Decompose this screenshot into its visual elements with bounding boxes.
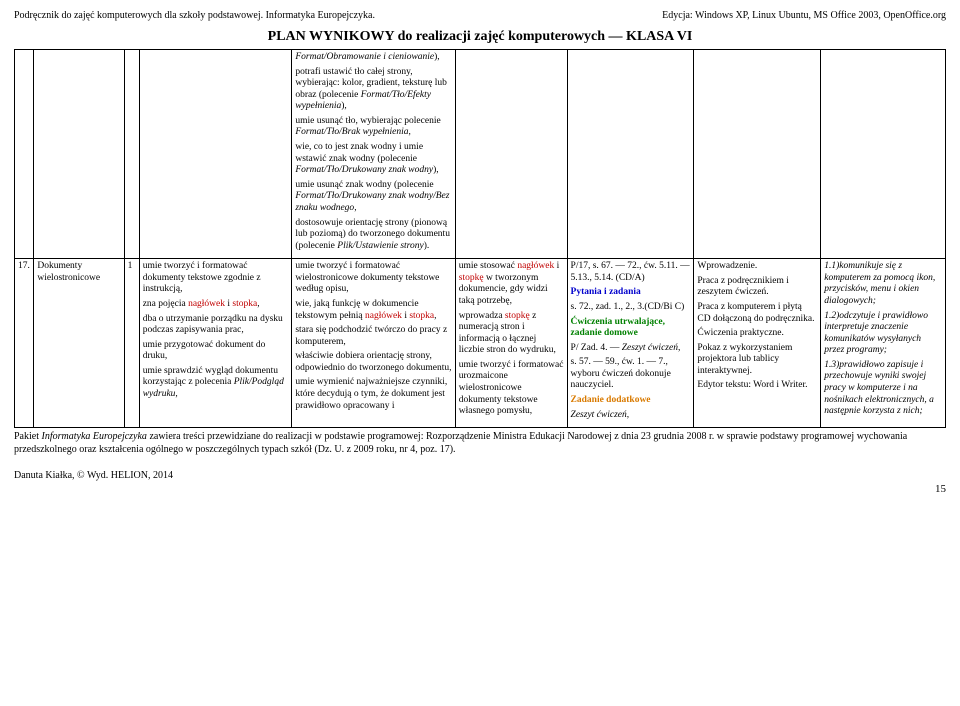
txt: 1.1) <box>824 261 839 271</box>
txt: odczytuje i prawidłowo interpretuje znac… <box>824 311 928 356</box>
cell-empty <box>34 50 124 259</box>
txt: Zeszyt ćwiczeń, <box>571 410 691 422</box>
txt: umie usunąć znak wodny (polecenie <box>295 180 433 190</box>
txt: Zeszyt ćwiczeń <box>622 343 678 353</box>
txt: umie wymienić najważniejsze czynniki, kt… <box>295 377 451 412</box>
txt: Wprowadzenie. <box>697 261 817 273</box>
txt: ), <box>434 52 440 62</box>
cell-methods: Wprowadzenie. Praca z podręcznikiem i ze… <box>694 259 821 428</box>
txt: umie przygotować dokument do druku, <box>143 340 289 363</box>
cell-empty <box>455 50 567 259</box>
txt: właściwie dobiera orientację strony, odp… <box>295 351 451 374</box>
txt: stopkę <box>459 273 484 283</box>
txt: umie usunąć tło, wybierając polecenie <box>295 116 440 126</box>
txt: Pokaz z wykorzystaniem projektora lub ta… <box>697 343 817 378</box>
txt: Pakiet <box>14 431 42 442</box>
cell-empty <box>139 50 292 259</box>
txt: Pytania i zadania <box>571 287 691 299</box>
txt: Format/Obramowanie i cieniowanie <box>295 52 434 62</box>
cell-empty <box>694 50 821 259</box>
cell-empty <box>124 50 139 259</box>
cell-extended-skills: umie tworzyć i formatować wielostronicow… <box>292 259 455 428</box>
txt: 1.3) <box>824 360 839 370</box>
txt: Format/Tło/Drukowany znak wodny <box>295 165 433 175</box>
plan-title: PLAN WYNIKOWY do realizacji zajęć komput… <box>14 29 946 45</box>
txt: Informatyka Europejczyka <box>42 431 147 442</box>
cell-hours: 1 <box>124 259 139 428</box>
txt: , <box>175 389 177 399</box>
txt: ). <box>424 241 430 251</box>
txt: umie tworzyć i formatować urozmaicone wi… <box>459 360 564 418</box>
cell-advanced-skills: umie stosować nagłówek i stopkę w tworzo… <box>455 259 567 428</box>
txt: ), <box>433 165 439 175</box>
txt: Ćwiczenia praktyczne. <box>697 328 817 340</box>
txt: zawiera treści przewidziane do realizacj… <box>14 431 907 455</box>
txt: stopka <box>232 299 257 309</box>
txt: wie, co to jest znak wodny i umie wstawi… <box>295 142 423 164</box>
txt: Praca z podręcznikiem i zeszytem ćwiczeń… <box>697 276 817 299</box>
cell-basic-skills: umie tworzyć i formatować dokumenty teks… <box>139 259 292 428</box>
cell-empty <box>567 50 694 259</box>
txt: Praca z komputerem i płytą CD dołączoną … <box>697 302 817 325</box>
header-right: Edycja: Windows XP, Linux Ubuntu, MS Off… <box>662 10 946 21</box>
txt: stopka <box>409 311 434 321</box>
txt: komunikuje się z komputerem za pomocą ik… <box>824 261 935 306</box>
txt: P/ Zad. 4. — <box>571 343 622 353</box>
cell-curriculum: 1.1)komunikuje się z komputerem za pomoc… <box>821 259 946 428</box>
txt: i <box>554 261 559 271</box>
cell-carryover-content: Format/Obramowanie i cieniowanie), potra… <box>292 50 455 259</box>
txt: wprowadza <box>459 311 505 321</box>
header-left: Podręcznik do zajęć komputerowych dla sz… <box>14 10 375 21</box>
txt: Zadanie dodatkowe <box>571 395 691 407</box>
txt: s. 72., zad. 1., 2., 3.(CD/Bi C) <box>571 302 691 314</box>
txt: nagłówek <box>365 311 402 321</box>
txt: ), <box>341 101 347 111</box>
lesson-row: 17. Dokumenty wielostronicowe 1 umie two… <box>15 259 946 428</box>
cell-num: 17. <box>15 259 34 428</box>
txt: zna pojęcia <box>143 299 188 309</box>
page-number: 15 <box>14 483 946 495</box>
txt: stara się podchodzić twórczo do pracy z … <box>295 325 451 348</box>
cell-topic: Dokumenty wielostronicowe <box>34 259 124 428</box>
txt: Format/Tło/Brak wypełnienia <box>295 127 408 137</box>
txt: , <box>409 127 411 137</box>
txt: nagłówek <box>517 261 554 271</box>
txt: dba o utrzymanie porządku na dysku podcz… <box>143 314 289 337</box>
cell-empty <box>821 50 946 259</box>
plan-table: Format/Obramowanie i cieniowanie), potra… <box>14 49 946 428</box>
cell-references: P/17, s. 67. — 72., ćw. 5.11. — 5.13., 5… <box>567 259 694 428</box>
txt: umie tworzyć i formatować wielostronicow… <box>295 261 451 296</box>
carryover-row: Format/Obramowanie i cieniowanie), potra… <box>15 50 946 259</box>
txt: , <box>434 311 436 321</box>
txt: Ćwiczenia utrwalające, zadanie domowe <box>571 317 691 340</box>
txt: , <box>257 299 259 309</box>
author-line: Danuta Kiałka, © Wyd. HELION, 2014 <box>14 470 946 481</box>
page-header: Podręcznik do zajęć komputerowych dla sz… <box>14 10 946 21</box>
txt: umie stosować <box>459 261 518 271</box>
txt: , <box>678 343 680 353</box>
cell-empty <box>15 50 34 259</box>
txt: 1.2) <box>824 311 839 321</box>
txt: , <box>354 203 356 213</box>
txt: Format/Tło/Drukowany znak wodny/Bez znak… <box>295 191 449 213</box>
txt: prawidłowo zapisuje i przechowuje wyniki… <box>824 360 934 416</box>
txt: P/17, s. 67. — 72., ćw. 5.11. — 5.13., 5… <box>571 261 691 284</box>
txt: Edytor tekstu: Word i Writer. <box>697 380 817 392</box>
footer-note: Pakiet Informatyka Europejczyka zawiera … <box>14 431 946 456</box>
txt: umie tworzyć i formatować dokumenty teks… <box>143 261 289 296</box>
txt: nagłówek <box>188 299 225 309</box>
txt: stopkę <box>505 311 530 321</box>
txt: Plik/Ustawienie strony <box>337 241 423 251</box>
txt: s. 57. — 59., ćw. 1. — 7., wyboru ćwicze… <box>571 357 691 392</box>
